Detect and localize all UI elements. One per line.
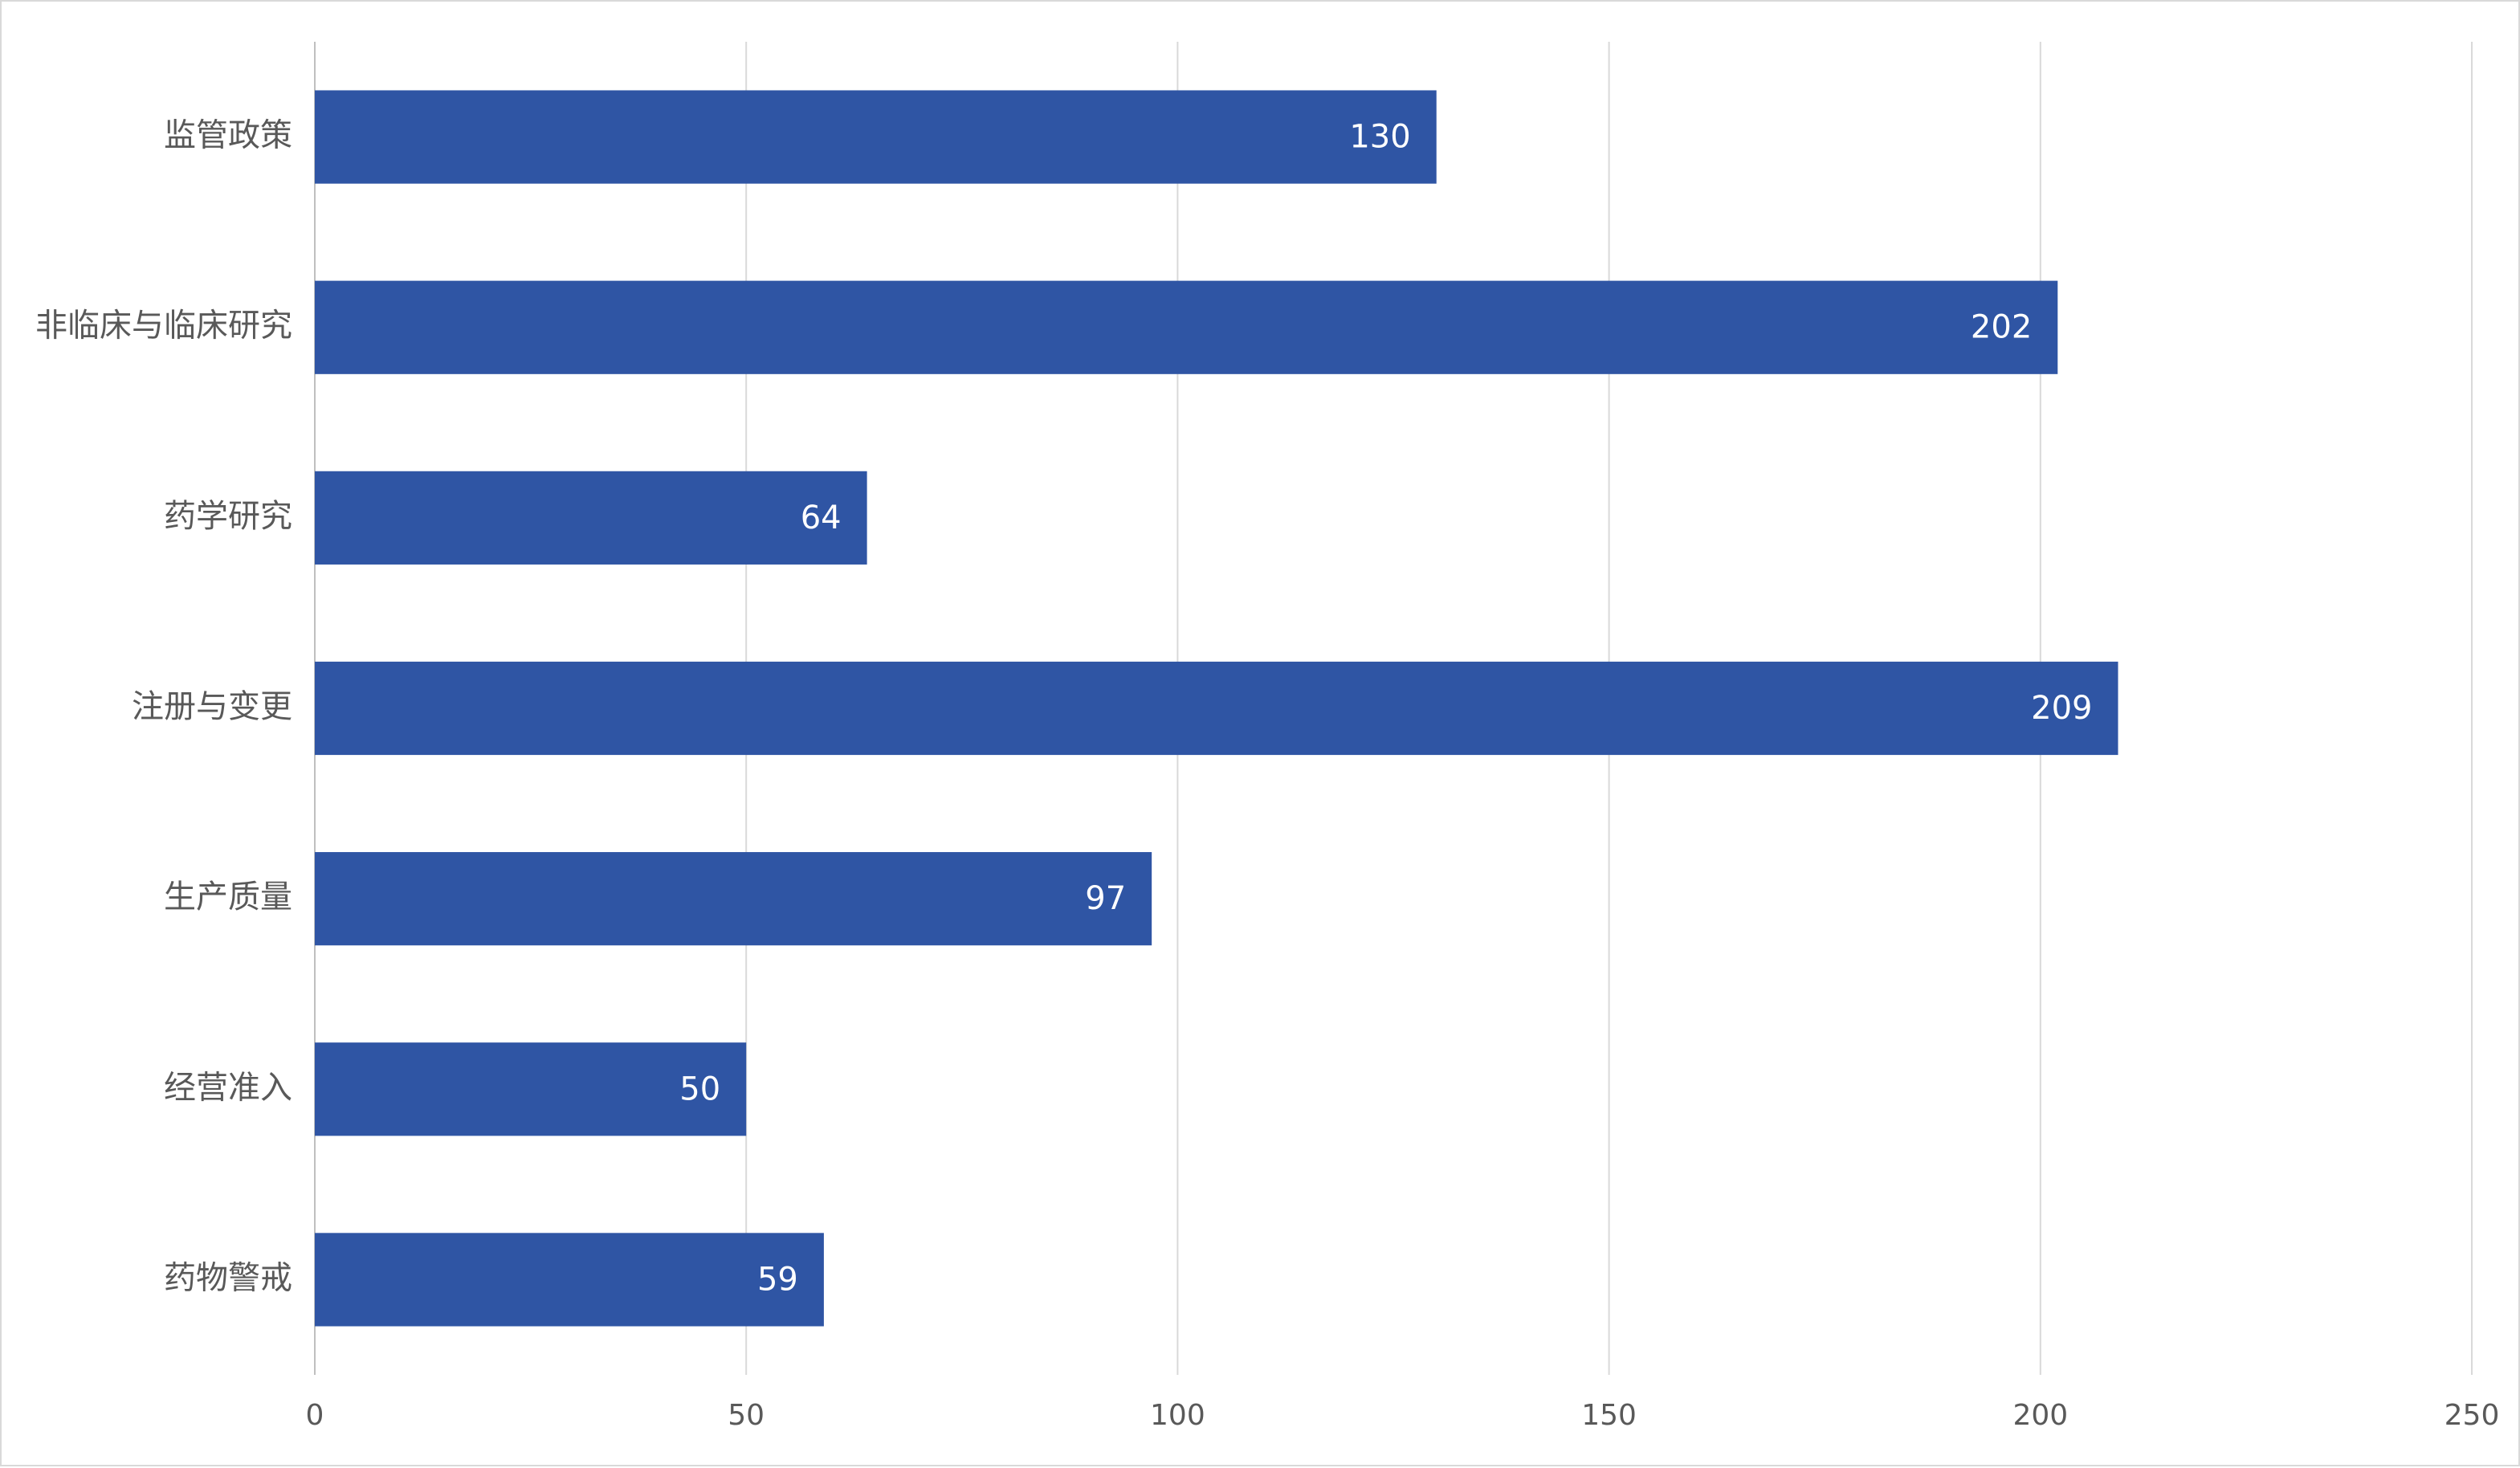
- y-tick-label: 注册与变更: [132, 688, 292, 725]
- x-tick-label: 50: [728, 1399, 765, 1432]
- data-label: 202: [1971, 309, 2032, 346]
- data-label: 59: [757, 1261, 798, 1298]
- data-label: 64: [801, 500, 842, 536]
- bar: [315, 1042, 747, 1136]
- y-tick-label: 非临床与临床研究: [35, 308, 292, 345]
- x-tick-label: 150: [1581, 1399, 1637, 1432]
- bar: [315, 661, 2118, 756]
- data-label: 130: [1349, 119, 1410, 156]
- y-tick-label: 药学研究: [164, 498, 292, 535]
- x-tick-label: 250: [2445, 1399, 2500, 1432]
- y-tick-label: 监管政策: [164, 117, 292, 154]
- x-tick-label: 0: [306, 1399, 324, 1432]
- y-tick-label: 经营准入: [164, 1069, 292, 1106]
- y-tick-label: 药物警戒: [164, 1259, 292, 1296]
- x-tick-label: 100: [1150, 1399, 1205, 1432]
- x-tick-label: 200: [2012, 1399, 2068, 1432]
- data-label: 209: [2031, 690, 2092, 727]
- data-label: 97: [1085, 880, 1126, 917]
- bar: [315, 471, 867, 565]
- bar: [315, 1233, 824, 1327]
- data-label: 50: [679, 1070, 720, 1107]
- bar: [315, 852, 1152, 946]
- bar: [315, 280, 2058, 374]
- bar: [315, 90, 1437, 184]
- y-tick-label: 生产质量: [164, 879, 292, 915]
